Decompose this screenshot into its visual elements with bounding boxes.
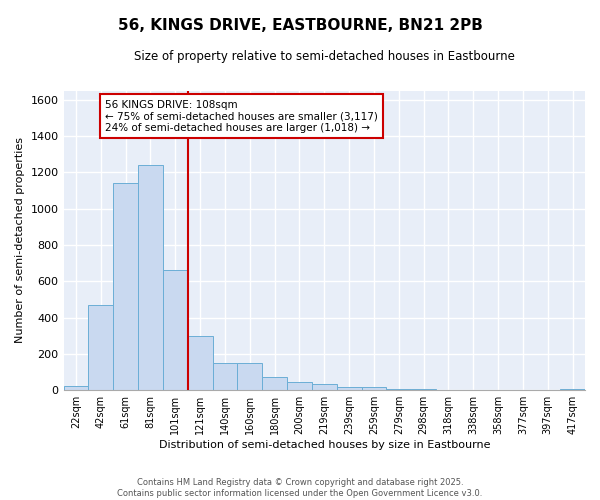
Bar [312, 384, 337, 390]
Bar [88, 305, 113, 390]
Bar [337, 386, 362, 390]
Bar [113, 183, 138, 390]
Bar [238, 363, 262, 390]
Text: Contains HM Land Registry data © Crown copyright and database right 2025.
Contai: Contains HM Land Registry data © Crown c… [118, 478, 482, 498]
Bar [188, 336, 212, 390]
X-axis label: Distribution of semi-detached houses by size in Eastbourne: Distribution of semi-detached houses by … [158, 440, 490, 450]
Bar [64, 386, 88, 390]
Bar [212, 363, 238, 390]
Y-axis label: Number of semi-detached properties: Number of semi-detached properties [15, 138, 25, 344]
Text: 56 KINGS DRIVE: 108sqm
← 75% of semi-detached houses are smaller (3,117)
24% of : 56 KINGS DRIVE: 108sqm ← 75% of semi-det… [105, 100, 378, 132]
Title: Size of property relative to semi-detached houses in Eastbourne: Size of property relative to semi-detach… [134, 50, 515, 63]
Bar [362, 388, 386, 390]
Bar [138, 165, 163, 390]
Bar [386, 389, 411, 390]
Text: 56, KINGS DRIVE, EASTBOURNE, BN21 2PB: 56, KINGS DRIVE, EASTBOURNE, BN21 2PB [118, 18, 482, 32]
Bar [287, 382, 312, 390]
Bar [163, 270, 188, 390]
Bar [262, 378, 287, 390]
